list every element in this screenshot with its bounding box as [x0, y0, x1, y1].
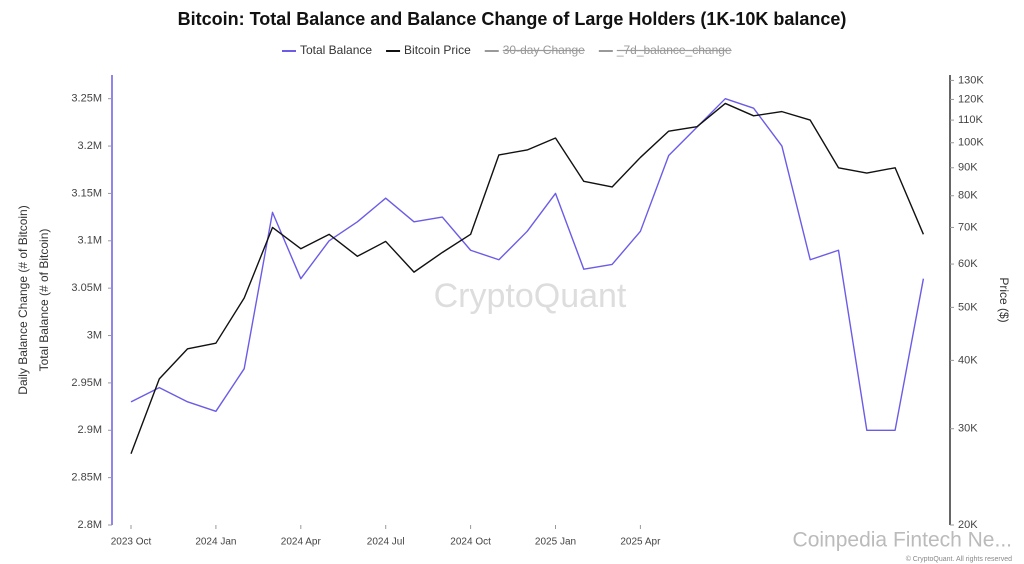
y-tick-label: 3.25M [71, 93, 102, 105]
y2-tick-label: 50K [958, 301, 978, 313]
y-tick-label: 2.95M [71, 377, 102, 389]
y-tick-label: 3M [87, 329, 102, 341]
x-tick-label: 2023 Oct [111, 537, 152, 548]
y-tick-label: 2.8M [78, 519, 102, 531]
y-tick-label: 3.15M [71, 187, 102, 199]
footer: © CryptoQuant. All rights reserved [906, 555, 1012, 563]
series-line [130, 97, 925, 431]
x-tick-label: 2024 Apr [281, 537, 322, 548]
y-axis-outer-label: Daily Balance Change (# of Bitcoin) [16, 205, 30, 394]
y2-tick-label: 80K [958, 190, 978, 202]
y2-tick-label: 20K [958, 519, 978, 531]
legend-label: _7d_balance_change [616, 43, 732, 57]
y-tick-label: 3.1M [78, 235, 102, 247]
y-tick-label: 2.85M [71, 472, 102, 484]
y2-tick-label: 70K [958, 221, 978, 233]
legend-label: 30-day Change [503, 43, 585, 57]
chart-title: Bitcoin: Total Balance and Balance Chang… [178, 9, 847, 29]
y-axis-label: Total Balance (# of Bitcoin) [37, 229, 51, 372]
watermark: CryptoQuant [434, 277, 627, 315]
legend-label: Total Balance [300, 43, 372, 57]
y2-tick-label: 120K [958, 93, 984, 105]
y2-tick-label: 30K [958, 423, 978, 435]
y2-tick-label: 110K [958, 114, 984, 126]
y-tick-label: 3.2M [78, 140, 102, 152]
y2-tick-label: 100K [958, 137, 984, 149]
series-line [130, 102, 925, 454]
x-tick-label: 2024 Jan [195, 537, 236, 548]
y-tick-label: 2.9M [78, 424, 102, 436]
y2-tick-label: 90K [958, 162, 978, 174]
y2-tick-label: 130K [958, 74, 984, 86]
y2-tick-label: 40K [958, 354, 978, 366]
x-tick-label: 2024 Oct [450, 537, 491, 548]
y-tick-label: 3.05M [71, 282, 102, 294]
x-tick-label: 2025 Apr [620, 537, 661, 548]
source-watermark: Coinpedia Fintech Ne... [793, 529, 1012, 552]
y2-axis-label: Price ($) [997, 277, 1011, 322]
x-tick-label: 2025 Jan [535, 537, 576, 548]
legend-label: Bitcoin Price [404, 43, 471, 57]
x-tick-label: 2024 Jul [367, 537, 405, 548]
y2-tick-label: 60K [958, 258, 978, 270]
